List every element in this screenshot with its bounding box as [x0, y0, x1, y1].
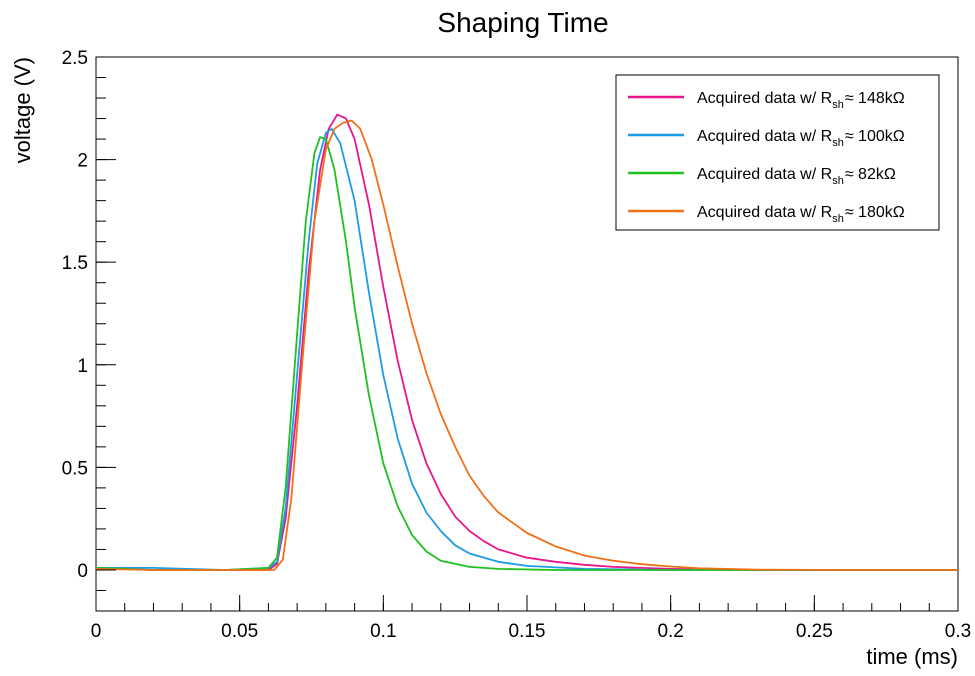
legend-label-suffix: ≈ 148kΩ	[845, 90, 905, 107]
legend-label-subscript: sh	[832, 175, 844, 187]
legend-label-prefix: Acquired data w/ R	[697, 128, 832, 145]
series-line-4	[95, 119, 958, 571]
y-axis-label: voltage (V)	[10, 57, 35, 163]
legend-label-1: Acquired data w/ Rsh≈ 148kΩ	[697, 90, 905, 111]
x-tick-label: 0.2	[657, 621, 683, 642]
legend-label-4: Acquired data w/ Rsh≈ 180kΩ	[697, 204, 905, 225]
legend-label-subscript: sh	[832, 213, 844, 225]
y-tick-label: 1.5	[62, 253, 88, 274]
legend-label-prefix: Acquired data w/ R	[697, 90, 832, 107]
legend-label-subscript: sh	[832, 137, 844, 149]
y-tick-label: 0	[77, 561, 88, 582]
series-line-1	[95, 113, 958, 571]
x-tick-label: 0.3	[945, 621, 971, 642]
series-line-3	[95, 136, 958, 571]
y-tick-label: 1	[77, 356, 88, 377]
legend-label-suffix: ≈ 100kΩ	[845, 128, 905, 145]
x-tick-label: 0	[91, 621, 102, 642]
legend-label-suffix: ≈ 82kΩ	[845, 166, 896, 183]
x-axis-label: time (ms)	[866, 644, 958, 669]
y-tick-label: 0.5	[62, 458, 88, 479]
legend-label-prefix: Acquired data w/ R	[697, 204, 832, 221]
legend-label-3: Acquired data w/ Rsh≈ 82kΩ	[697, 166, 896, 187]
x-tick-label: 0.1	[370, 621, 396, 642]
legend-box	[615, 74, 940, 231]
legend-label-prefix: Acquired data w/ R	[697, 166, 832, 183]
axes-layer: 0 0.05 0.1 0.15 0.2 0.25 0.3 0 0.5 1 1.5 2 2.5	[62, 48, 972, 642]
legend-label-suffix: ≈ 180kΩ	[845, 204, 905, 221]
x-tick-label: 0.05	[221, 621, 258, 642]
legend-label-subscript: sh	[832, 99, 844, 111]
x-tick-label: 0.15	[509, 621, 546, 642]
legend-label-2: Acquired data w/ Rsh≈ 100kΩ	[697, 128, 905, 149]
chart-title: Shaping Time	[437, 7, 608, 38]
y-tick-label: 2.5	[62, 48, 88, 69]
x-tick-label: 0.25	[796, 621, 833, 642]
y-tick-label: 2	[77, 151, 88, 172]
series-layer	[95, 113, 958, 571]
